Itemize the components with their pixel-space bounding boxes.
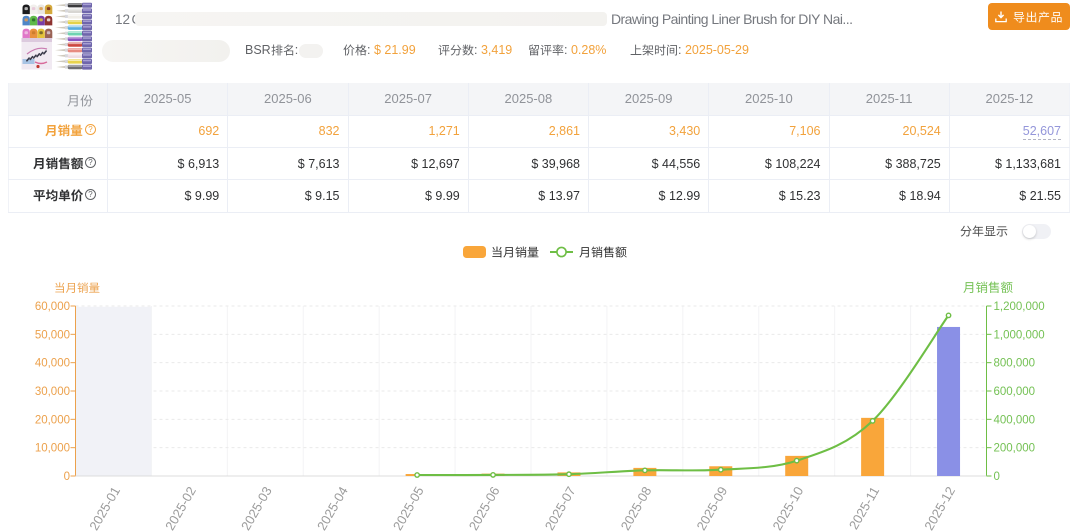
- svg-text:2025-12: 2025-12: [921, 484, 958, 532]
- svg-text:2025-10: 2025-10: [769, 484, 806, 532]
- svg-text:2025-03: 2025-03: [238, 484, 275, 532]
- svg-text:?: ?: [88, 125, 93, 134]
- svg-text:0: 0: [64, 471, 70, 483]
- svg-text:400,000: 400,000: [994, 414, 1036, 426]
- svg-text:800,000: 800,000: [994, 358, 1036, 370]
- svg-text:10,000: 10,000: [35, 443, 70, 455]
- svg-text:1,200,000: 1,200,000: [994, 301, 1045, 313]
- svg-text:40,000: 40,000: [35, 358, 70, 370]
- svg-text:?: ?: [88, 190, 93, 199]
- svg-text:50,000: 50,000: [35, 329, 70, 341]
- svg-text:20,000: 20,000: [35, 414, 70, 426]
- svg-text:2025-11: 2025-11: [846, 484, 882, 532]
- svg-text:2025-09: 2025-09: [694, 484, 731, 532]
- svg-text:2025-07: 2025-07: [542, 484, 579, 532]
- svg-text:60,000: 60,000: [35, 301, 70, 313]
- svg-text:2025-06: 2025-06: [466, 484, 503, 532]
- svg-text:2025-05: 2025-05: [390, 484, 427, 532]
- svg-text:30,000: 30,000: [35, 386, 70, 398]
- svg-text:600,000: 600,000: [994, 386, 1036, 398]
- svg-text:2025-08: 2025-08: [618, 484, 655, 532]
- svg-text:200,000: 200,000: [994, 443, 1036, 455]
- svg-text:?: ?: [88, 157, 93, 166]
- svg-text:2025-02: 2025-02: [162, 484, 199, 532]
- svg-text:2025-01: 2025-01: [86, 484, 123, 532]
- svg-text:1,000,000: 1,000,000: [994, 329, 1045, 341]
- svg-text:0: 0: [994, 471, 1000, 483]
- svg-text:2025-04: 2025-04: [314, 484, 351, 532]
